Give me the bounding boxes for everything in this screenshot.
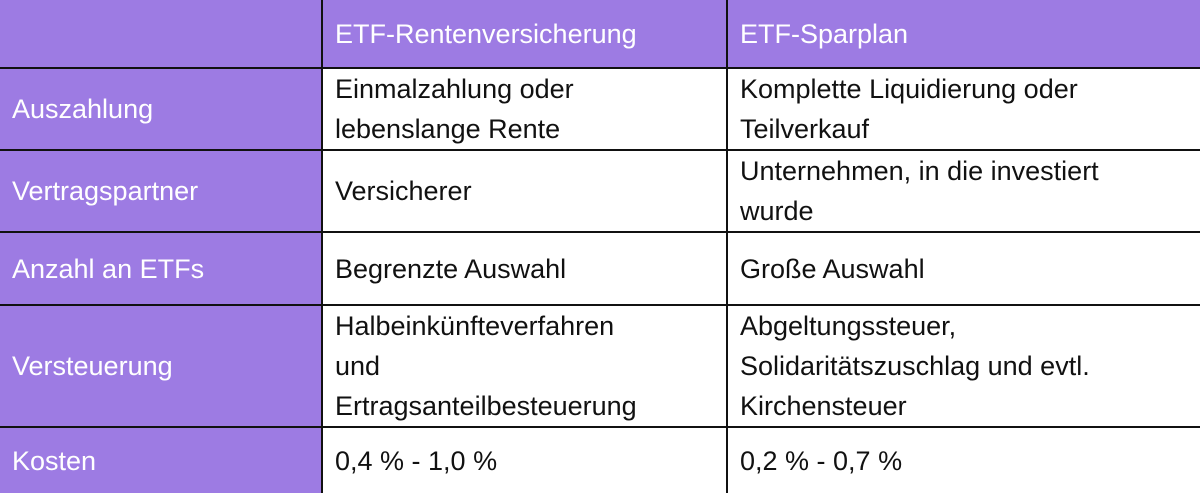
table-cell: 0,2 % - 0,7 % <box>726 426 1200 493</box>
row-label-cell: Anzahl an ETFs <box>0 231 323 306</box>
row-label: Vertragspartner <box>12 176 199 206</box>
table-cell: Unternehmen, in die investiert wurde <box>726 149 1200 233</box>
table-cell: Halbeinkünfteverfahren und Ertragsanteilbe… <box>321 304 728 428</box>
cell-text: und <box>335 351 381 381</box>
table-cell: Komplette Liquidierung oder Teilverkauf <box>726 67 1200 151</box>
row-label: Auszahlung <box>12 94 154 124</box>
header-cell: ETF-Sparplan <box>726 0 1200 69</box>
cell-text: Komplette Liquidierung oder <box>740 74 1078 104</box>
cell-text: 0,2 % - 0,7 % <box>740 445 903 476</box>
cell-text: Halbeinkünfteverfahren <box>335 311 615 341</box>
cell-text: Einmalzahlung oder <box>335 74 574 104</box>
row-label: Anzahl an ETFs <box>12 253 205 284</box>
table-row: Anzahl an ETFs Begrenzte Auswahl Große Aus… <box>0 231 1200 306</box>
cell-text: wurde <box>740 196 814 226</box>
cell-text: Kirchensteuer <box>740 391 907 421</box>
corner-cell <box>0 0 323 69</box>
cell-text: Große Auswahl <box>740 253 925 284</box>
cell-text: Ertragsanteilbesteuerung <box>335 391 637 421</box>
cell-text: 0,4 % - 1,0 % <box>335 445 498 476</box>
row-label: Kosten <box>12 445 97 476</box>
row-label-cell: Versteuerung <box>0 304 323 428</box>
row-label: Versteuerung <box>12 351 173 381</box>
cell-text: Begrenzte Auswahl <box>335 253 567 284</box>
table-cell: Große Auswahl <box>726 231 1200 306</box>
cell-text: Teilverkauf <box>740 114 870 144</box>
cell-text: lebenslange Rente <box>335 114 561 144</box>
header-cell: ETF-Rentenversicherung <box>321 0 728 69</box>
table-cell: Einmalzahlung oder lebenslange Rente <box>321 67 728 151</box>
row-label-cell: Vertragspartner <box>0 149 323 233</box>
table-row: Versteuerung Halbeinkünfteverfahren und Ert… <box>0 304 1200 428</box>
table-cell: Abgeltungssteuer, Solidaritätszuschlag un… <box>726 304 1200 428</box>
table-cell: Begrenzte Auswahl <box>321 231 728 306</box>
row-label-cell: Auszahlung <box>0 67 323 151</box>
cell-text: Unternehmen, in die investiert <box>740 156 1099 186</box>
table-cell: 0,4 % - 1,0 % <box>321 426 728 493</box>
cell-text: Solidaritätszuschlag und evtl. <box>740 351 1090 381</box>
cell-text: Abgeltungssteuer, <box>740 311 957 341</box>
header-text: ETF-Sparplan <box>740 18 909 49</box>
row-label-cell: Kosten <box>0 426 323 493</box>
table-cell: Versicherer <box>321 149 728 233</box>
header-text: ETF-Rentenversicherung <box>335 18 637 49</box>
cell-text: Versicherer <box>335 176 472 206</box>
table-row: Vertragspartner Versicherer Unternehmen, i… <box>0 149 1200 233</box>
table-row: Kosten 0,4 % - 1,0 % 0,2 % - 0,7 % <box>0 426 1200 493</box>
table-row: Auszahlung Einmalzahlung oder lebenslange … <box>0 67 1200 151</box>
header-row: ETF-Rentenversicherung ETF-Sparplan <box>0 0 1200 69</box>
